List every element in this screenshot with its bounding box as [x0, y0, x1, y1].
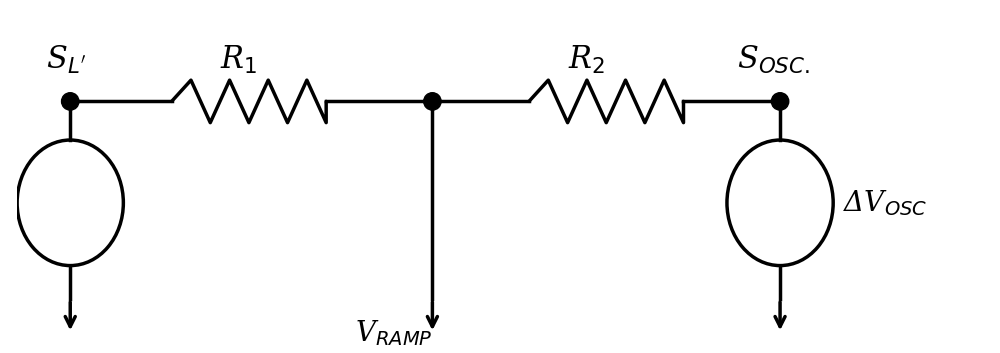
Text: ΔV$_{OSC}$: ΔV$_{OSC}$	[843, 188, 927, 218]
Text: V$_{RAMP}$: V$_{RAMP}$	[355, 319, 433, 348]
Text: R$_1$: R$_1$	[220, 43, 257, 76]
Text: S$_{OSC.}$: S$_{OSC.}$	[737, 43, 810, 76]
Circle shape	[771, 93, 789, 110]
Text: R$_2$: R$_2$	[568, 43, 605, 76]
Circle shape	[424, 93, 441, 110]
Text: S$_{L'}$: S$_{L'}$	[46, 43, 87, 76]
Circle shape	[62, 93, 79, 110]
